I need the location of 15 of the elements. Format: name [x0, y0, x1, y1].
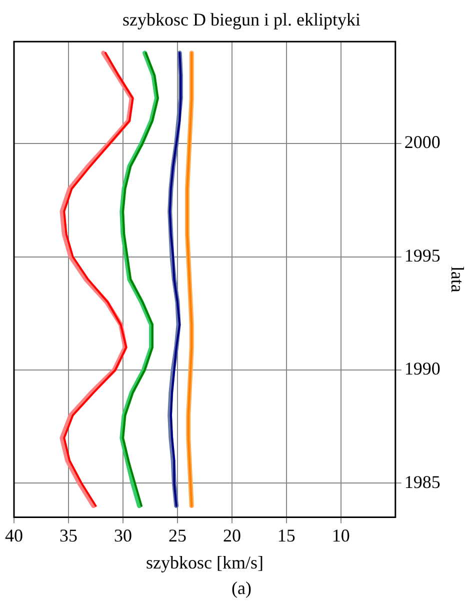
x-tick-label: 40: [5, 526, 23, 546]
x-tick-label: 30: [114, 526, 132, 546]
y-tick-label: 2000: [404, 132, 440, 152]
x-tick-label: 10: [332, 526, 350, 546]
y-tick-label: 1995: [404, 245, 440, 266]
chart-title: szybkosc D biegun i pl. ekliptyki: [122, 10, 360, 30]
y-tick-label: 1990: [404, 358, 440, 379]
y-axis-title: lata: [447, 266, 468, 292]
x-tick-label: 20: [222, 526, 241, 546]
x-tick-label: 15: [277, 526, 296, 546]
x-tick-label: 35: [59, 526, 78, 546]
x-tick-label: 25: [168, 526, 186, 546]
y-tick-label: 1985: [404, 472, 440, 492]
x-axis-title: szybkosc [km/s]: [146, 552, 264, 572]
text: (a): [232, 578, 252, 598]
